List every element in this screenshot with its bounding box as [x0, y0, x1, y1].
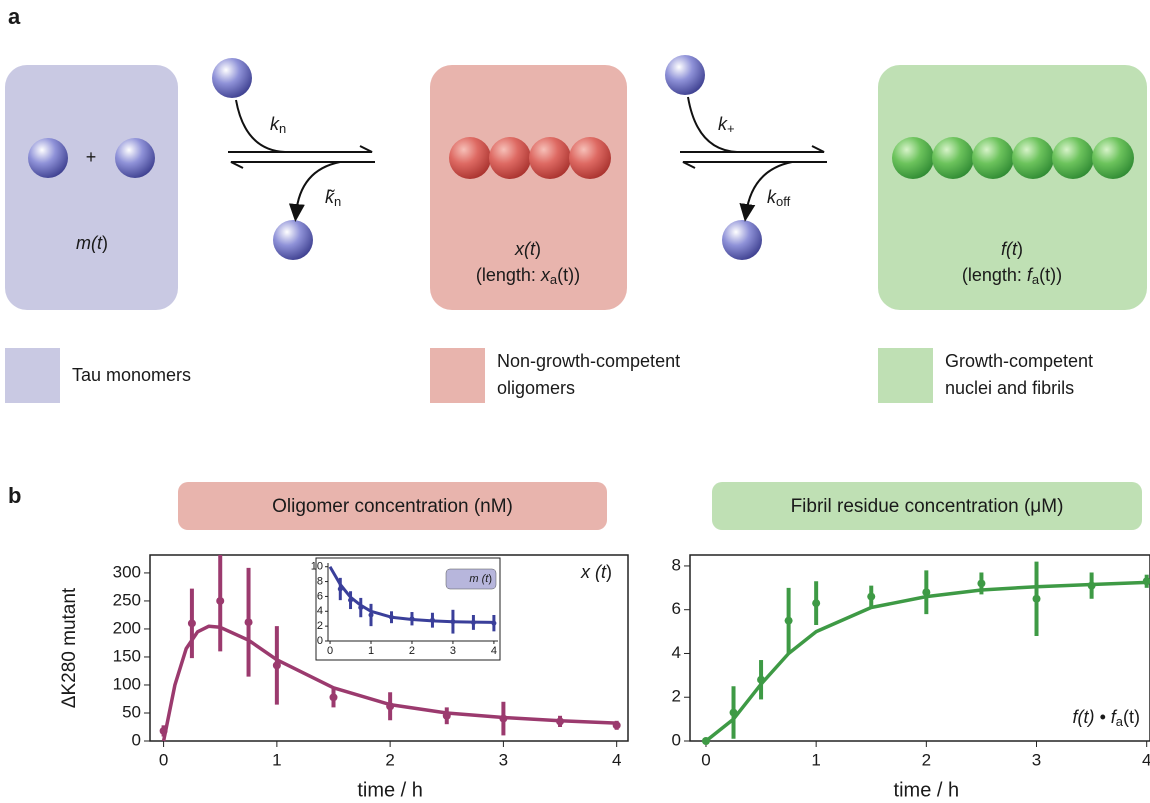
x-tick-label: 4 [491, 645, 497, 657]
data-point [216, 597, 224, 605]
chart: 0 1 2 3 4 0 2 4 6 8 10 m (t) [311, 558, 500, 660]
panel-label: b [8, 483, 21, 508]
x-axis-label: time / h [357, 779, 423, 801]
y-tick-label: 100 [113, 674, 141, 693]
legend-label: nuclei and fibrils [945, 378, 1074, 398]
data-point [977, 579, 985, 587]
x-tick-label: 1 [368, 645, 374, 657]
monomer-box [5, 65, 178, 310]
species-label: f(t) [1001, 239, 1023, 259]
y-tick-label: 2 [317, 620, 323, 632]
x-tick-label: 4 [612, 750, 621, 769]
x-tick-label: 3 [450, 645, 456, 657]
x-tick-label: 0 [327, 645, 333, 657]
y-tick-label: 6 [672, 599, 681, 618]
rate-constant: k+ [718, 114, 735, 137]
data-point [812, 599, 820, 607]
x-tick-label: 1 [811, 750, 820, 769]
y-tick-label: 6 [317, 590, 323, 602]
y-tick-label: 8 [317, 575, 323, 587]
header: Fibril residue concentration (μM) [791, 496, 1064, 517]
x-tick-label: 2 [922, 750, 931, 769]
legend-swatch [878, 348, 933, 403]
y-tick-label: 2 [672, 687, 681, 706]
y-tick-label: 10 [311, 561, 323, 573]
legend-label: Growth-competent [945, 351, 1093, 371]
species-label: m(t) [76, 233, 108, 253]
legend-label: Tau monomers [72, 365, 191, 385]
y-tick-label: 0 [132, 730, 141, 749]
y-tick-label: 0 [672, 730, 681, 749]
header: Oligomer concentration (nM) [272, 496, 513, 517]
y-tick-label: 4 [672, 643, 681, 662]
x-axis-label: time / h [894, 779, 960, 801]
data-point [329, 693, 337, 701]
chart: Fibril residue concentration (μM) 0 1 2 3 4 0 2… [672, 482, 1150, 801]
data-point [1033, 595, 1041, 603]
y-tick-label: 250 [113, 590, 141, 609]
x-tick-label: 0 [701, 750, 710, 769]
figure: a b + m(t) x(t) (length: xa(t)) f(t) (le… [0, 0, 1150, 803]
y-tick-label: 4 [317, 605, 323, 617]
x-tick-label: 3 [1032, 750, 1041, 769]
species-label: x(t) [514, 239, 541, 259]
x-tick-label: 1 [272, 750, 281, 769]
plus: + [86, 147, 97, 167]
x-tick-label: 4 [1142, 750, 1150, 769]
y-tick-label: 0 [317, 635, 323, 647]
y-tick-label: 200 [113, 618, 141, 637]
data-point [867, 593, 875, 601]
data-point [188, 619, 196, 627]
y-tick-label: 8 [672, 555, 681, 574]
panel-label: a [8, 4, 21, 29]
legend-swatch [5, 348, 60, 403]
y-tick-label: 300 [113, 562, 141, 581]
data-point [245, 618, 253, 626]
y-tick-label: 150 [113, 646, 141, 665]
x-tick-label: 2 [409, 645, 415, 657]
legend-label: Non-growth-competent [497, 351, 680, 371]
data-point [785, 617, 793, 625]
species-length: (length: fa(t)) [962, 265, 1062, 288]
species-length: (length: xa(t)) [476, 265, 580, 288]
rate-constant: koff [767, 187, 791, 210]
annotation: f(t) • fa(t) [1072, 707, 1140, 730]
legend-swatch [430, 348, 485, 403]
x-tick-label: 0 [159, 750, 168, 769]
x-tick-label: 3 [499, 750, 508, 769]
rate-constant: kn [270, 114, 286, 137]
y-tick-label: 50 [122, 702, 141, 721]
y-axis-label: ΔK280 mutant [59, 587, 80, 708]
annotation: x (t) [580, 562, 612, 582]
annotation: m (t) [469, 573, 492, 585]
legend-label: oligomers [497, 378, 575, 398]
x-tick-label: 2 [385, 750, 394, 769]
rate-constant: k̃n [325, 187, 341, 210]
